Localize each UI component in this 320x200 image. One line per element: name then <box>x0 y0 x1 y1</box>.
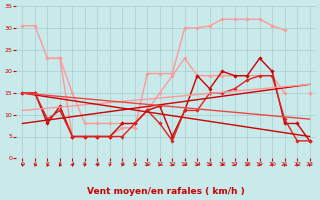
X-axis label: Vent moyen/en rafales ( km/h ): Vent moyen/en rafales ( km/h ) <box>87 187 245 196</box>
